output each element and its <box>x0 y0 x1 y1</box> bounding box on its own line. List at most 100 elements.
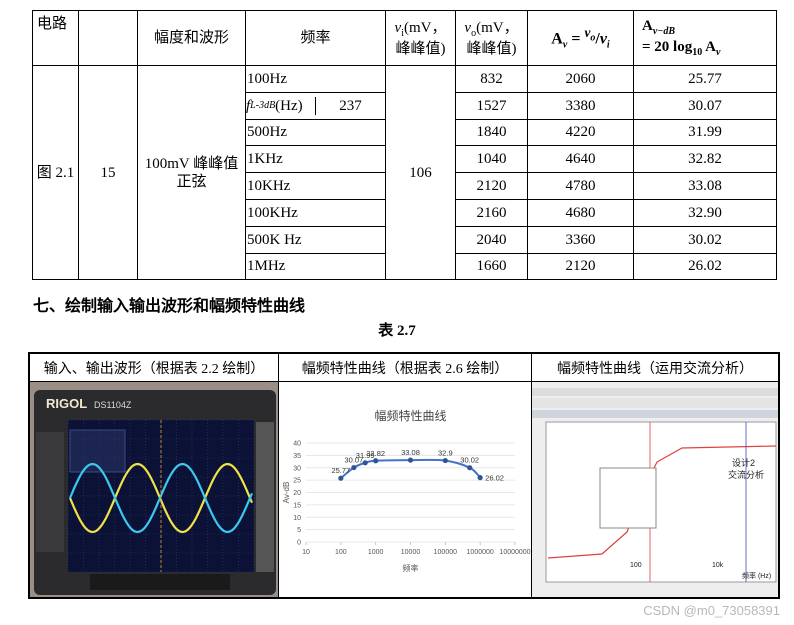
subscript: i <box>606 39 610 51</box>
figure-cell: 幅频特性曲线（运用交流分析） 设计2 交流分析 100 10k 频率 (Hz) <box>532 354 778 597</box>
header-cell: 幅度和波形 <box>137 10 246 66</box>
unit: 峰峰值) <box>466 40 517 57</box>
data-label: 32.82 <box>366 449 385 458</box>
symbol: vo <box>584 24 595 44</box>
symbol: A <box>642 18 653 34</box>
symbol: = <box>571 30 581 48</box>
cell-text: 500Hz <box>247 124 287 141</box>
table-caption: 表 2.7 <box>378 323 416 339</box>
split-right: 237 <box>316 97 385 115</box>
figure-cell: 幅频特性曲线（根据表 2.6 绘制） 幅频特性曲线 0 5 10 15 20 25 30 35 4… <box>279 354 532 597</box>
table-cell: 4640 <box>527 145 634 174</box>
y-tick-label: 5 <box>297 527 301 534</box>
brand: RIGOL <box>46 396 87 411</box>
x-tick-label: 100000 <box>434 549 457 556</box>
x-tick-label: 10k <box>712 562 724 569</box>
subscript: v−dB <box>652 26 676 37</box>
y-tick-label: 25 <box>293 478 301 485</box>
plot-area <box>545 421 777 583</box>
point <box>407 457 414 463</box>
section-heading: 七、绘制输入输出波形和幅频特性曲线 <box>33 298 306 315</box>
table-cell: 31.99 <box>633 118 777 147</box>
table-row: 100KHz 2160 4680 32.90 <box>33 198 777 227</box>
unit: 峰峰值) <box>395 40 446 57</box>
point <box>338 475 344 481</box>
chart: 幅频特性曲线 0 5 10 15 20 25 30 35 40 10 100 1000 10000 1000… <box>279 382 531 597</box>
figure-header: 输入、输出波形（根据表 2.2 绘制） <box>30 354 278 382</box>
y-tick-label: 20 <box>293 490 301 497</box>
cell-text: 1MHz <box>247 258 286 275</box>
table-cell: 32.82 <box>633 145 777 174</box>
x-tick-label: 1000 <box>368 549 384 556</box>
symbol: = 20 log <box>642 39 693 55</box>
table-row: f L-3dB (Hz) 237 1527 3380 30.07 <box>33 91 777 120</box>
cell-text: 正弦 <box>176 173 207 190</box>
figure-header: 幅频特性曲线（运用交流分析） <box>532 354 778 382</box>
symbol: v <box>394 19 402 36</box>
table-row: 10KHz 2120 4780 33.08 <box>33 172 777 200</box>
table-cell: 4780 <box>527 172 634 200</box>
cell-text: 500K Hz <box>247 231 302 248</box>
table-cell: 832 <box>455 65 528 93</box>
y-tick-label: 40 <box>293 441 301 448</box>
bottom-bar <box>90 574 230 590</box>
y-axis-label: Av-dB <box>282 482 291 504</box>
cursor-dialog <box>599 467 657 529</box>
table-cell: 10KHz <box>245 172 386 200</box>
data-label: 26.02 <box>485 474 504 483</box>
table-cell: 2040 <box>455 225 528 254</box>
cell-text: 100KHz <box>247 204 298 221</box>
table-cell: 1660 <box>455 252 528 281</box>
data-label: 31.99 <box>356 451 375 460</box>
x-tick-label: 1000000 <box>467 549 494 556</box>
cell-text: 237 <box>339 97 362 114</box>
data-label: 32.9 <box>438 449 453 458</box>
side-buttons <box>256 422 274 572</box>
point <box>362 460 368 466</box>
point <box>477 475 483 481</box>
table-cell: 15 <box>78 64 138 281</box>
point <box>467 465 473 471</box>
x-tick-label: 10000 <box>401 549 421 556</box>
simulation-screenshot: 设计2 交流分析 100 10k 频率 (Hz) <box>532 382 778 597</box>
header-cell: Av = vo/vi <box>527 10 634 66</box>
split: f L-3dB (Hz) 237 <box>246 96 385 115</box>
y-tick-label: 10 <box>293 515 301 522</box>
symbol: v <box>464 19 472 36</box>
split-left: f L-3dB (Hz) <box>246 96 316 115</box>
header-cell: Av−dB = 20 log10 Av <box>633 10 777 66</box>
table-cell: 100KHz <box>245 198 386 227</box>
table-cell: 2160 <box>455 198 528 227</box>
table-cell: f L-3dB (Hz) 237 <box>245 91 386 120</box>
cell-text: 10KHz <box>247 178 291 195</box>
symbol: A <box>551 30 563 48</box>
symbol: A <box>705 39 716 55</box>
table-cell: 1840 <box>455 118 528 147</box>
header-cell: 频率 <box>245 10 386 66</box>
table-cell: 106 <box>385 64 456 281</box>
chart-title: 幅频特性曲线 <box>374 408 446 423</box>
left-buttons <box>36 432 64 552</box>
table-cell: 4680 <box>527 198 634 227</box>
menu-bar <box>532 388 778 396</box>
x-tick-label: 10 <box>302 549 310 556</box>
chart-bg <box>279 382 531 597</box>
table-cell: 1KHz <box>245 145 386 174</box>
table-cell: 1527 <box>455 91 528 120</box>
table-cell: 33.08 <box>633 172 777 200</box>
subscript: v <box>562 39 568 51</box>
table-cell: 30.07 <box>633 91 777 120</box>
table-cell: 2120 <box>455 172 528 200</box>
y-tick-label: 30 <box>293 465 301 472</box>
subscript: 10 <box>692 47 703 58</box>
plot-label: 交流分析 <box>728 469 764 480</box>
x-tick-label: 100 <box>335 549 347 556</box>
header-cell: 电路 <box>32 10 79 66</box>
table-cell: 图 2.1 <box>32 64 79 281</box>
header-row: 电路 幅度和波形 频率 vi(mV， 峰峰值) vo(mV， 峰峰值) Av = v… <box>32 10 777 66</box>
point <box>351 464 357 471</box>
symbol: v <box>584 24 591 40</box>
table-row: 500Hz 1840 4220 31.99 <box>33 118 777 147</box>
point <box>442 457 448 464</box>
